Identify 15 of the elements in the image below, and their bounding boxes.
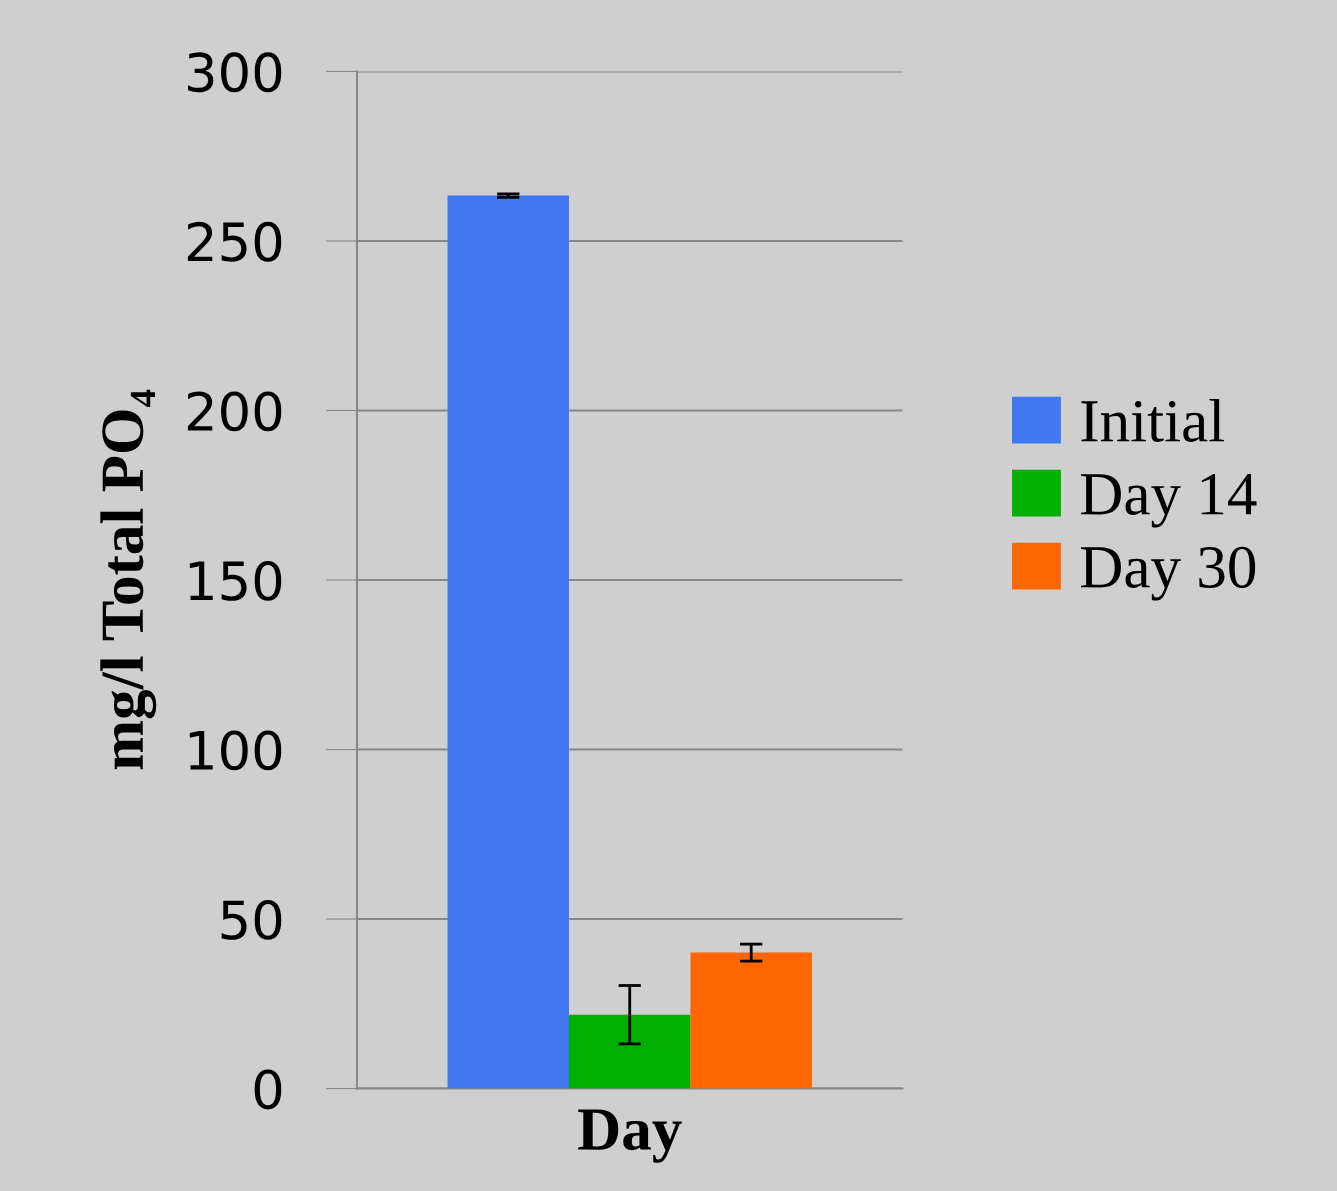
- y-tick-label: 250: [187, 221, 282, 262]
- x-axis-title: Day: [578, 1109, 682, 1163]
- bar: [447, 195, 569, 1089]
- bar: [569, 1014, 691, 1089]
- y-tick-label: 0: [254, 1069, 282, 1110]
- legend-label: Initial: [1081, 398, 1224, 442]
- legend-label: Day 30: [1081, 546, 1256, 601]
- bar: [690, 952, 812, 1089]
- y-tick-label: 200: [187, 391, 282, 432]
- y-tick-label: 50: [221, 899, 282, 940]
- y-tick-label: 150: [189, 560, 282, 601]
- y-axis-title: mg/l Total PO₄: [100, 389, 157, 770]
- legend-label: Day 14: [1081, 473, 1257, 528]
- y-tick-label: 300: [188, 52, 282, 93]
- y-tick-label: 100: [189, 730, 282, 771]
